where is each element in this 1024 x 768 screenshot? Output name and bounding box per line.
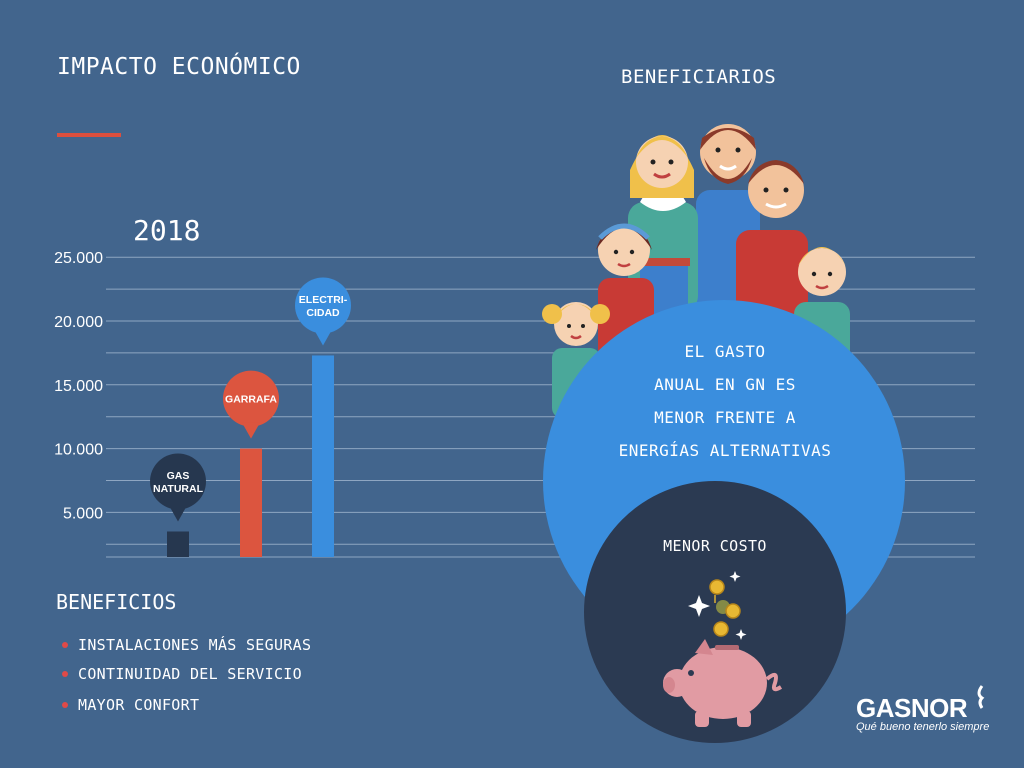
bar-marker-tip [242, 422, 260, 439]
sparkle-icon [729, 571, 741, 582]
callout-subtitle: MENOR COSTO [663, 537, 767, 555]
coins-icon [709, 579, 741, 637]
sparkle-icon [735, 629, 747, 640]
bullet-icon [62, 701, 68, 708]
callout-text: EL GASTO ANUAL EN GN ES MENOR FRENTE A E… [560, 335, 890, 467]
callout-line: ANUAL EN GN ES [654, 375, 796, 394]
chart-title: 2018 [133, 214, 201, 247]
bar [312, 355, 334, 557]
y-tick-label: 25.000 [54, 250, 103, 267]
benefit-item: INSTALACIONES MÁS SEGURAS [62, 636, 311, 654]
piggy-bank-icon [663, 571, 783, 727]
sparkle-icon [688, 595, 710, 617]
flame-icon [977, 685, 985, 709]
bar-category-label: GAS [167, 470, 190, 482]
benefit-label: INSTALACIONES MÁS SEGURAS [78, 636, 312, 654]
bar-marker-tip [314, 329, 332, 346]
bar-category-label: CIDAD [306, 307, 340, 319]
callout-line: MENOR FRENTE A [654, 408, 796, 427]
brand-name: GASNOR [856, 693, 968, 723]
bar-category-label: GARRAFA [225, 394, 277, 406]
bar [167, 531, 189, 557]
bar-category-label: NATURAL [153, 483, 204, 495]
bullet-icon [62, 641, 68, 648]
bar-marker-tip [169, 505, 187, 522]
title-underline [57, 133, 121, 137]
bar-marker [295, 277, 351, 334]
y-tick-label: 5.000 [63, 505, 103, 522]
benefit-item: CONTINUIDAD DEL SERVICIO [62, 665, 302, 683]
brand-tagline: Qué bueno tenerlo siempre [856, 721, 990, 733]
benefit-label: MAYOR CONFORT [78, 696, 200, 714]
y-tick-label: 20.000 [54, 314, 103, 331]
bullet-icon [62, 670, 68, 677]
benefits-title: BENEFICIOS [56, 590, 177, 614]
page-title: IMPACTO ECONÓMICO [57, 54, 301, 80]
dark-circle [584, 481, 846, 743]
bar-marker [150, 453, 206, 510]
gasnor-logo: GASNOR Qué bueno tenerlo siempre [856, 693, 989, 733]
callout-line: ENERGÍAS ALTERNATIVAS [618, 441, 832, 460]
y-tick-label: 15.000 [54, 378, 103, 395]
bar-marker [223, 370, 279, 427]
benefit-item: MAYOR CONFORT [62, 696, 199, 714]
beneficiaries-title: BENEFICIARIOS [621, 66, 777, 88]
callout-line: EL GASTO [684, 342, 766, 361]
bar [240, 448, 262, 557]
benefit-label: CONTINUIDAD DEL SERVICIO [78, 665, 302, 683]
bar-category-label: ELECTRI- [299, 294, 348, 306]
y-tick-label: 10.000 [54, 442, 103, 459]
